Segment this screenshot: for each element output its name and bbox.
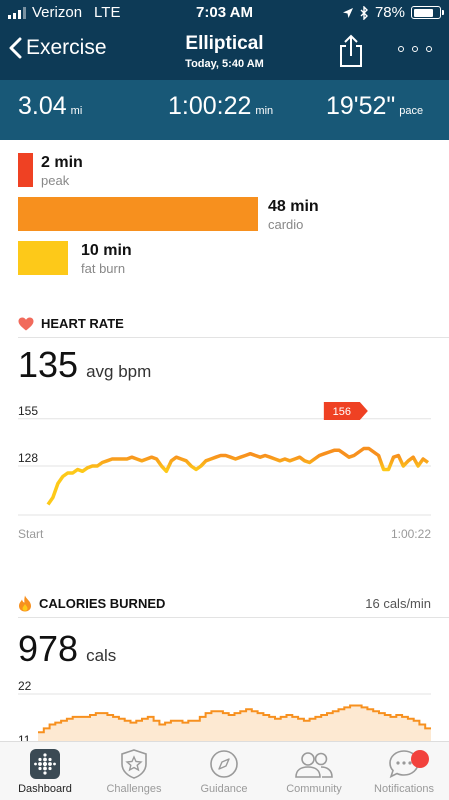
battery-icon: [411, 6, 444, 19]
zone-peak: 2 min peak: [41, 154, 83, 188]
distance-stat: 3.04 mi: [18, 92, 82, 121]
zone-cardio-value: 48 min: [268, 198, 319, 215]
calories-chart[interactable]: 22 11: [0, 680, 449, 741]
dashboard-icon: [30, 749, 60, 779]
heart-icon: [18, 317, 34, 330]
dot-icon: [426, 46, 432, 52]
status-right: 78%: [342, 4, 444, 21]
tab-guidance[interactable]: Guidance: [179, 748, 269, 795]
calories-rate: 16 cals/min: [365, 596, 431, 611]
divider: [18, 617, 449, 618]
cal-series-area: [38, 705, 431, 741]
pace-value: 19'52": [326, 92, 396, 120]
location-arrow-icon: [342, 7, 353, 18]
avg-bpm-stat: 135 avg bpm: [18, 344, 151, 386]
page-title: Elliptical: [185, 33, 264, 54]
bluetooth-icon: [360, 5, 368, 20]
compass-icon: [210, 750, 238, 778]
duration-value: 1:00:22: [168, 92, 252, 120]
duration-stat: 1:00:22 min: [168, 92, 273, 121]
avg-bpm-value: 135: [18, 344, 79, 385]
community-icon: [295, 752, 333, 778]
divider: [18, 337, 449, 338]
calories-title: CALORIES BURNED: [39, 596, 166, 611]
zone-cardio-label: cardio: [268, 217, 304, 232]
battery-percent: 78%: [374, 4, 405, 21]
zone-bar-cardio: [18, 197, 258, 231]
flame-icon: [19, 595, 31, 612]
zone-bar-fat-burn: [18, 241, 68, 275]
battery-fill: [413, 8, 433, 17]
hr-y-tick-label: 155: [18, 404, 38, 418]
tab-notifications-label: Notifications: [374, 783, 434, 795]
signal-icon: [8, 6, 26, 19]
distance-unit: mi: [70, 105, 83, 117]
more-options-button[interactable]: [398, 46, 432, 52]
cal-y-tick-label-partial: 11: [18, 733, 31, 741]
distance-value: 3.04: [18, 92, 67, 120]
hr-series-line: [46, 446, 430, 506]
heart-rate-section-header: HEART RATE: [18, 316, 124, 331]
back-button[interactable]: Exercise: [8, 36, 107, 60]
hr-peak-marker: 156: [323, 402, 368, 420]
share-button[interactable]: [338, 34, 364, 73]
share-icon: [340, 34, 362, 67]
dot-icon: [398, 46, 404, 52]
zone-bar-peak: [18, 153, 33, 187]
back-label: Exercise: [26, 36, 107, 59]
hr-x-start-label: Start: [18, 527, 44, 541]
total-calories-stat: 978 cals: [18, 628, 116, 670]
heart-rate-chart[interactable]: 128 155 156: [0, 395, 449, 525]
hr-peak-value: 156: [333, 406, 351, 418]
tab-challenges-label: Challenges: [106, 783, 162, 795]
dot-icon: [412, 46, 418, 52]
pace-unit: pace: [399, 105, 424, 117]
zone-fat-burn: 10 min fat burn: [81, 242, 132, 276]
tab-community[interactable]: Community: [269, 748, 359, 795]
carrier-label: Verizon: [32, 4, 83, 21]
summary-strip: 3.04 mi 1:00:22 min 19'52" pace: [0, 80, 449, 140]
tab-bar: Dashboard Challenges Guidance: [0, 741, 449, 800]
challenges-icon: [121, 749, 147, 779]
calories-section-header: CALORIES BURNED: [18, 595, 165, 612]
nav-bar: Exercise Elliptical Today, 5:40 AM: [0, 24, 449, 80]
chevron-left-icon: [9, 37, 22, 59]
pace-stat: 19'52" pace: [326, 92, 423, 121]
tab-guidance-label: Guidance: [200, 783, 248, 795]
tab-challenges[interactable]: Challenges: [89, 748, 179, 795]
avg-bpm-unit: avg bpm: [86, 362, 152, 381]
page-subtitle: Today, 5:40 AM: [185, 58, 264, 70]
heart-rate-title: HEART RATE: [41, 316, 124, 331]
hr-y-tick-label: 128: [18, 451, 38, 465]
tab-notifications[interactable]: Notifications: [359, 748, 449, 795]
status-time: 7:03 AM: [196, 4, 253, 21]
zone-fat-burn-label: fat burn: [81, 261, 126, 276]
total-calories-value: 978: [18, 628, 79, 669]
header: Verizon LTE 7:03 AM 78% Exercise Ellipti…: [0, 0, 449, 140]
cal-series-line: [38, 704, 431, 734]
zone-peak-value: 2 min: [41, 154, 83, 171]
zone-fat-burn-value: 10 min: [81, 242, 132, 259]
network-label: LTE: [94, 4, 121, 21]
tab-community-label: Community: [286, 783, 342, 795]
tab-dashboard[interactable]: Dashboard: [0, 748, 90, 795]
cal-y-tick-label: 22: [18, 680, 32, 693]
notification-badge: [411, 750, 429, 768]
nav-title: Elliptical Today, 5:40 AM: [0, 33, 449, 70]
tab-dashboard-label: Dashboard: [18, 783, 72, 795]
status-left: Verizon LTE: [8, 4, 120, 21]
total-calories-unit: cals: [86, 646, 117, 665]
hr-x-end-label: 1:00:22: [390, 527, 431, 541]
zone-cardio: 48 min cardio: [268, 198, 319, 232]
duration-unit: min: [255, 105, 274, 117]
status-bar: Verizon LTE 7:03 AM 78%: [0, 0, 449, 24]
zone-peak-label: peak: [41, 173, 70, 188]
